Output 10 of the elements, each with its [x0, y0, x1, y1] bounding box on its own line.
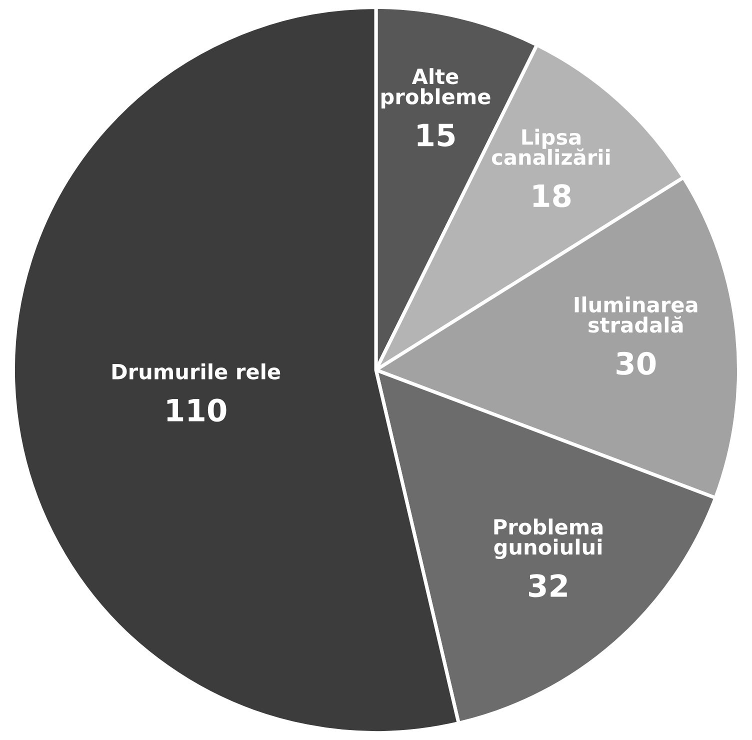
slice-label: Problema gunoiului	[494, 518, 603, 560]
data-label: 32	[529, 574, 567, 598]
slice-label: Drumurile rele	[112, 363, 280, 380]
slice-label: Alte probleme	[382, 68, 490, 108]
data-label: 30	[616, 352, 656, 375]
slice-label: Lipsa canalizării	[492, 128, 610, 166]
data-label: 15	[418, 124, 455, 147]
data-label: 110	[167, 398, 226, 422]
slice-label: Iluminarea stradală	[574, 296, 698, 333]
data-label: 18	[533, 184, 571, 208]
